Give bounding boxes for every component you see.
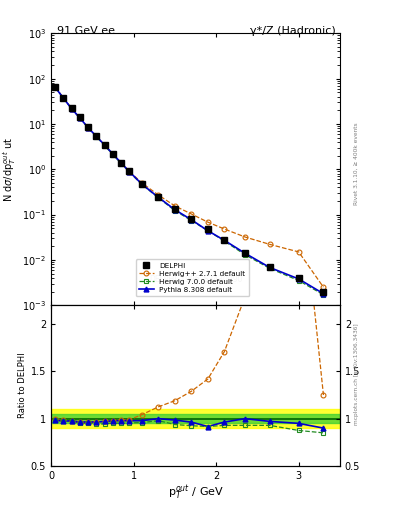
Bar (51, 414, 340, 423)
Legend: DELPHI, Herwig++ 2.7.1 default, Herwig 7.0.0 default, Pythia 8.308 default: DELPHI, Herwig++ 2.7.1 default, Herwig 7… (136, 259, 249, 296)
Text: DELPHI_1996_S3430090: DELPHI_1996_S3430090 (149, 274, 242, 284)
X-axis label: p$_T^{out}$ / GeV: p$_T^{out}$ / GeV (167, 483, 224, 502)
Bar (51, 409, 340, 428)
Text: 91 GeV ee: 91 GeV ee (57, 26, 115, 36)
Y-axis label: Ratio to DELPHI: Ratio to DELPHI (18, 353, 27, 418)
Text: γ*/Z (Hadronic): γ*/Z (Hadronic) (250, 26, 336, 36)
Text: mcplots.cern.ch [arXiv:1306.3436]: mcplots.cern.ch [arXiv:1306.3436] (354, 323, 359, 424)
Text: Rivet 3.1.10, ≥ 400k events: Rivet 3.1.10, ≥ 400k events (354, 122, 359, 205)
Y-axis label: N d$\sigma$/dp$_T^{out}$ ut: N d$\sigma$/dp$_T^{out}$ ut (1, 137, 18, 202)
